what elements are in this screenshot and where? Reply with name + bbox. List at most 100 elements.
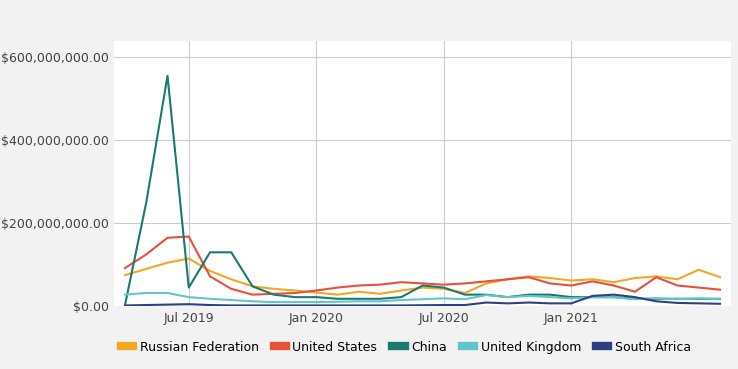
- China: [652, 297, 661, 301]
- China: [163, 74, 172, 78]
- United Kingdom: [545, 295, 554, 299]
- South Africa: [545, 301, 554, 306]
- China: [142, 200, 151, 205]
- South Africa: [630, 295, 639, 299]
- South Africa: [567, 301, 576, 306]
- United Kingdom: [163, 291, 172, 295]
- United Kingdom: [461, 297, 469, 301]
- United Kingdom: [248, 299, 257, 303]
- United Kingdom: [227, 298, 235, 302]
- South Africa: [248, 303, 257, 308]
- United States: [120, 266, 129, 270]
- South Africa: [206, 303, 215, 307]
- Russian Federation: [227, 277, 235, 282]
- South Africa: [354, 303, 363, 308]
- China: [461, 292, 469, 297]
- China: [397, 295, 406, 299]
- South Africa: [184, 302, 193, 306]
- China: [269, 292, 278, 297]
- United States: [461, 281, 469, 286]
- Line: Russian Federation: Russian Federation: [125, 259, 720, 294]
- United States: [333, 285, 342, 290]
- United States: [354, 283, 363, 288]
- China: [206, 250, 215, 255]
- United States: [227, 287, 235, 291]
- United States: [376, 283, 384, 287]
- United States: [163, 235, 172, 240]
- United States: [652, 275, 661, 279]
- United States: [545, 281, 554, 286]
- Russian Federation: [694, 268, 703, 272]
- South Africa: [142, 303, 151, 307]
- Russian Federation: [439, 287, 448, 291]
- Russian Federation: [291, 288, 300, 293]
- Russian Federation: [503, 277, 512, 282]
- United States: [206, 274, 215, 279]
- Line: South Africa: South Africa: [125, 294, 720, 306]
- Russian Federation: [333, 292, 342, 297]
- China: [482, 292, 491, 297]
- South Africa: [610, 292, 618, 297]
- United Kingdom: [503, 295, 512, 299]
- United States: [439, 283, 448, 287]
- South Africa: [439, 303, 448, 307]
- South Africa: [482, 300, 491, 305]
- United States: [142, 252, 151, 256]
- United Kingdom: [588, 295, 597, 299]
- China: [439, 285, 448, 290]
- United States: [184, 234, 193, 239]
- United States: [269, 292, 278, 296]
- China: [716, 297, 725, 301]
- United Kingdom: [354, 299, 363, 303]
- South Africa: [461, 303, 469, 307]
- United States: [716, 287, 725, 292]
- United Kingdom: [206, 297, 215, 301]
- China: [291, 295, 300, 299]
- United States: [694, 285, 703, 290]
- South Africa: [503, 301, 512, 306]
- United States: [503, 277, 512, 282]
- United Kingdom: [418, 297, 427, 301]
- South Africa: [333, 303, 342, 308]
- United States: [482, 279, 491, 283]
- United Kingdom: [694, 296, 703, 301]
- Russian Federation: [418, 285, 427, 290]
- United Kingdom: [142, 291, 151, 295]
- Russian Federation: [545, 276, 554, 280]
- China: [333, 297, 342, 301]
- Legend: Russian Federation, United States, China, United Kingdom, South Africa: Russian Federation, United States, China…: [116, 336, 696, 359]
- Russian Federation: [206, 269, 215, 273]
- China: [312, 295, 321, 299]
- Russian Federation: [354, 290, 363, 294]
- Line: China: China: [125, 76, 720, 305]
- China: [630, 297, 639, 301]
- China: [694, 297, 703, 301]
- United States: [588, 279, 597, 283]
- United Kingdom: [652, 296, 661, 301]
- United Kingdom: [439, 296, 448, 301]
- United Kingdom: [120, 292, 129, 297]
- United Kingdom: [673, 297, 682, 301]
- China: [524, 292, 533, 297]
- China: [567, 295, 576, 299]
- Russian Federation: [376, 292, 384, 296]
- United States: [397, 280, 406, 284]
- United States: [418, 281, 427, 286]
- Russian Federation: [461, 291, 469, 295]
- United States: [524, 275, 533, 279]
- Russian Federation: [630, 276, 639, 280]
- South Africa: [524, 300, 533, 305]
- United Kingdom: [630, 297, 639, 301]
- Line: United Kingdom: United Kingdom: [125, 293, 720, 302]
- Russian Federation: [184, 256, 193, 261]
- United States: [610, 283, 618, 288]
- South Africa: [120, 303, 129, 308]
- Russian Federation: [163, 261, 172, 265]
- Russian Federation: [567, 278, 576, 283]
- China: [673, 297, 682, 301]
- United States: [312, 288, 321, 293]
- Russian Federation: [312, 290, 321, 295]
- China: [503, 295, 512, 299]
- South Africa: [312, 303, 321, 308]
- South Africa: [716, 301, 725, 306]
